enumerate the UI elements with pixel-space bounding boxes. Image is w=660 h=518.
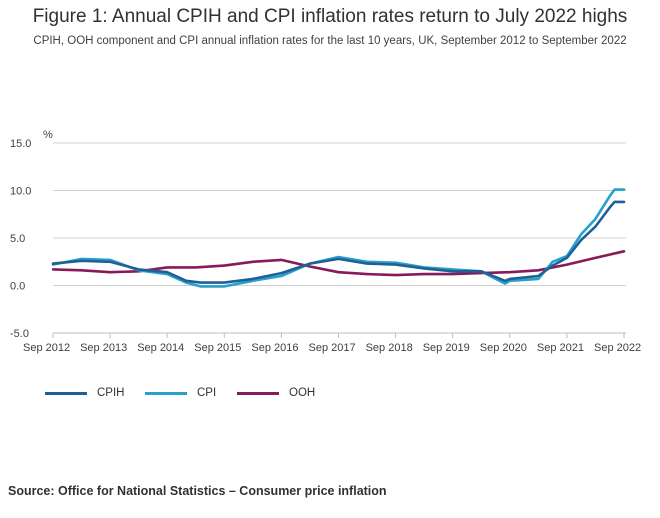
legend-swatch-ooh	[237, 391, 279, 395]
series-line-cpih	[51, 200, 626, 284]
series-lines	[51, 188, 626, 288]
x-tick-label: Sep 2012	[23, 342, 70, 354]
y-tick-label: 15.0	[10, 138, 31, 150]
legend-label-cpih: CPIH	[97, 387, 125, 399]
x-tick-label: Sep 2017	[309, 342, 356, 354]
x-tick-label: Sep 2014	[137, 342, 184, 354]
legend-item-cpih[interactable]: CPIH	[45, 385, 124, 401]
y-tick-label: 10.0	[10, 186, 31, 198]
x-tick-label: Sep 2015	[194, 342, 241, 354]
line-chart: 15.010.05.00.0-5.0 Sep 2012 Sep 2013 Sep 2…	[10, 129, 641, 354]
series-line-cpi	[51, 188, 626, 288]
x-tick-label: Sep 2013	[80, 342, 127, 354]
source-note: Source: Office for National Statistics –…	[8, 484, 387, 498]
legend-label-ooh: OOH	[289, 387, 316, 399]
gridlines	[53, 142, 626, 334]
y-tick-label: -5.0	[10, 328, 29, 340]
chart-title: Figure 1: Annual CPIH and CPI inflation …	[32, 6, 628, 27]
legend-swatch-cpih	[45, 391, 87, 395]
x-tick-label: Sep 2021	[537, 342, 584, 354]
x-tick-label: Sep 2019	[423, 342, 470, 354]
x-tick-label: Sep 2020	[480, 342, 527, 354]
x-tick-label: Sep 2022	[594, 342, 641, 354]
y-axis-label: %	[43, 129, 53, 141]
x-axis-ticks: Sep 2012 Sep 2013 Sep 2014 Sep 2015 Sep 2016…	[23, 333, 641, 354]
x-tick-label: Sep 2016	[251, 342, 298, 354]
x-tick-label: Sep 2018	[366, 342, 413, 354]
y-axis-ticks: 15.0 10.0 5.0 0.0 -5.0	[10, 138, 31, 340]
y-tick-label: 5.0	[10, 233, 25, 245]
legend-item-cpi[interactable]: CPI	[145, 385, 216, 401]
y-tick-label: 0.0	[10, 281, 25, 293]
legend-swatch-cpi	[145, 391, 187, 395]
chart-subtitle: CPIH, OOH component and CPI annual infla…	[33, 35, 627, 47]
legend-label-cpi: CPI	[197, 387, 217, 399]
legend-item-ooh[interactable]: OOH	[237, 385, 315, 401]
